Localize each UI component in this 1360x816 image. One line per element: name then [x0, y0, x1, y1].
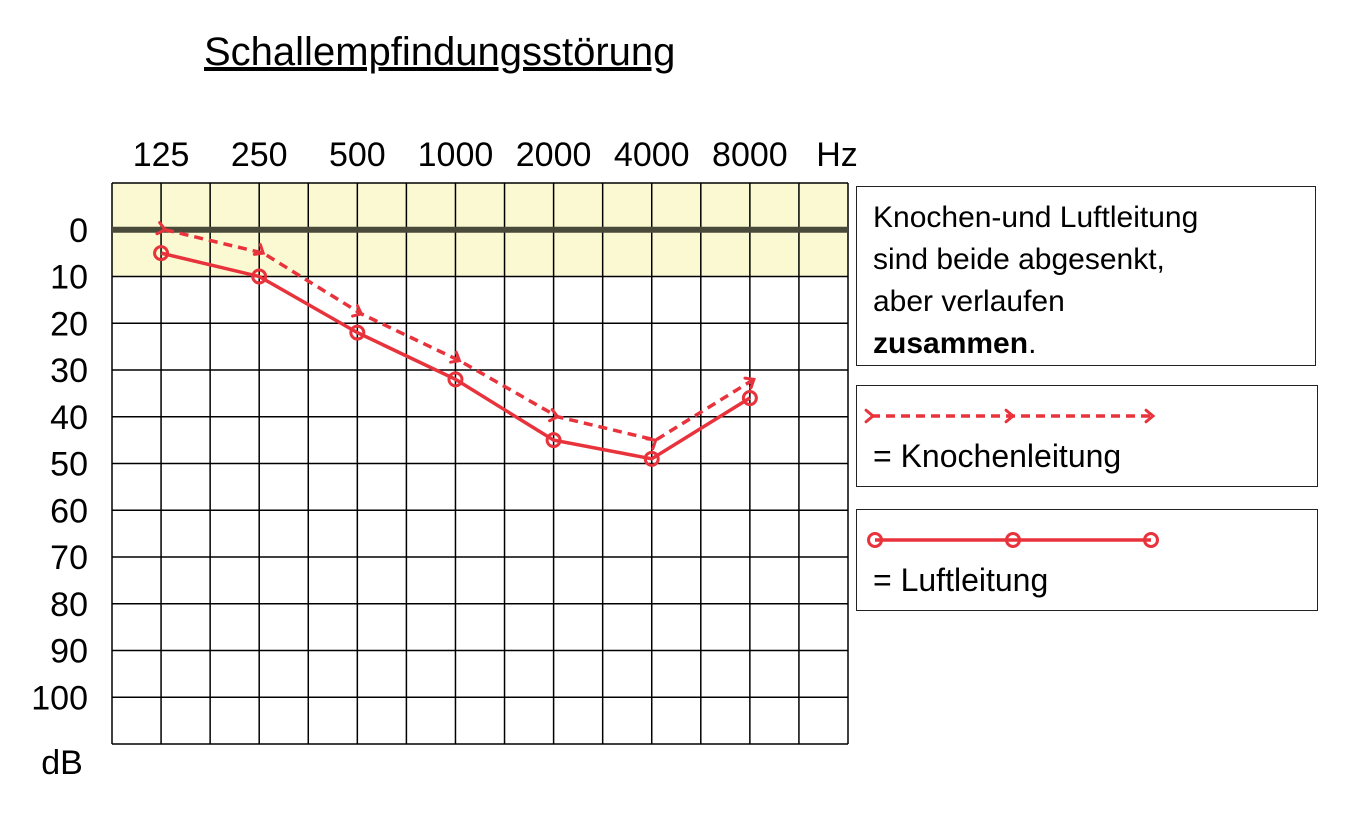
bone-conduction-point	[449, 350, 462, 364]
legend-arrow-marker	[1144, 408, 1156, 424]
legend-arrow-marker	[1004, 408, 1016, 424]
decibel-axis: 0 10 20 30 40 50 60 70 80 90 100 dB	[31, 212, 88, 782]
air-conduction-point	[643, 450, 660, 467]
legend-bone-label: = Knochenleitung	[873, 438, 1122, 474]
bone-conduction-point	[351, 304, 364, 318]
air-conduction-line	[160, 251, 751, 461]
air-conduction-point	[349, 324, 366, 341]
legend-air-conduction: = Luftleitung	[856, 509, 1318, 611]
legend-circle-marker	[867, 532, 883, 548]
audiogram-grid	[111, 182, 849, 745]
bone-conduction-point	[252, 243, 266, 256]
y-tick-label: 0	[69, 212, 88, 250]
x-tick-label: 125	[133, 136, 190, 174]
y-tick-label: 10	[50, 259, 88, 297]
y-tick-label: 80	[50, 586, 88, 624]
explanation-line-3: aber verlaufen	[873, 285, 1065, 318]
explanation-line-1: Knochen-und Luftleitung	[873, 201, 1199, 234]
bone-conduction-point	[743, 376, 756, 390]
y-unit-label: dB	[41, 744, 83, 782]
x-tick-label: 8000	[712, 136, 788, 174]
air-conduction-point	[741, 390, 758, 407]
explanation-period: .	[1028, 327, 1037, 360]
x-tick-label: 250	[231, 136, 288, 174]
legend-arrow-marker	[864, 408, 876, 424]
explanation-emphasis: zusammen	[873, 327, 1029, 360]
audiogram-series	[153, 221, 758, 467]
y-tick-label: 20	[50, 305, 88, 343]
legend-circle-marker	[1143, 532, 1159, 548]
y-tick-label: 100	[31, 679, 88, 717]
air-conduction-point	[153, 245, 170, 262]
bone-conduction-point	[645, 437, 658, 451]
frequency-axis: 125 250 500 1000 2000 4000 8000 Hz	[133, 136, 858, 174]
legend-air-swatch	[867, 532, 1159, 548]
x-tick-label: 500	[329, 136, 386, 174]
legend-circle-marker	[1005, 532, 1021, 548]
explanation-line-4: zusammen.	[873, 323, 1301, 365]
x-tick-label: 2000	[516, 136, 592, 174]
circle-line-icon	[867, 532, 1159, 548]
bone-conduction-point	[548, 408, 560, 423]
explanation-line-2: sind beide abgesenkt,	[873, 243, 1165, 276]
legend-bone-conduction: = Knochenleitung	[856, 385, 1318, 487]
y-tick-label: 30	[50, 352, 88, 390]
legend-bone-swatch	[864, 408, 1156, 424]
x-tick-label: 1000	[418, 136, 494, 174]
y-tick-label: 60	[50, 492, 88, 530]
air-conduction-point	[545, 432, 562, 449]
y-tick-label: 40	[50, 399, 88, 437]
x-unit-label: Hz	[816, 136, 858, 174]
legend-air-label: = Luftleitung	[873, 562, 1049, 598]
x-tick-label: 4000	[614, 136, 690, 174]
y-tick-label: 90	[50, 633, 88, 671]
y-tick-label: 50	[50, 446, 88, 484]
dashed-arrow-line-icon	[864, 408, 1156, 424]
chart-title: Schallempfindungsstörung	[204, 30, 676, 74]
audiogram-chart: 125 250 500 1000 2000 4000 8000 Hz 0 10 20 30 40 50 6…	[31, 136, 858, 782]
air-conduction-point	[447, 371, 464, 388]
bone-conduction-point	[155, 221, 168, 236]
y-tick-label: 70	[50, 539, 88, 577]
explanation-box: Knochen-und Luftleitung sind beide abges…	[856, 186, 1316, 366]
air-conduction-point	[251, 268, 268, 285]
